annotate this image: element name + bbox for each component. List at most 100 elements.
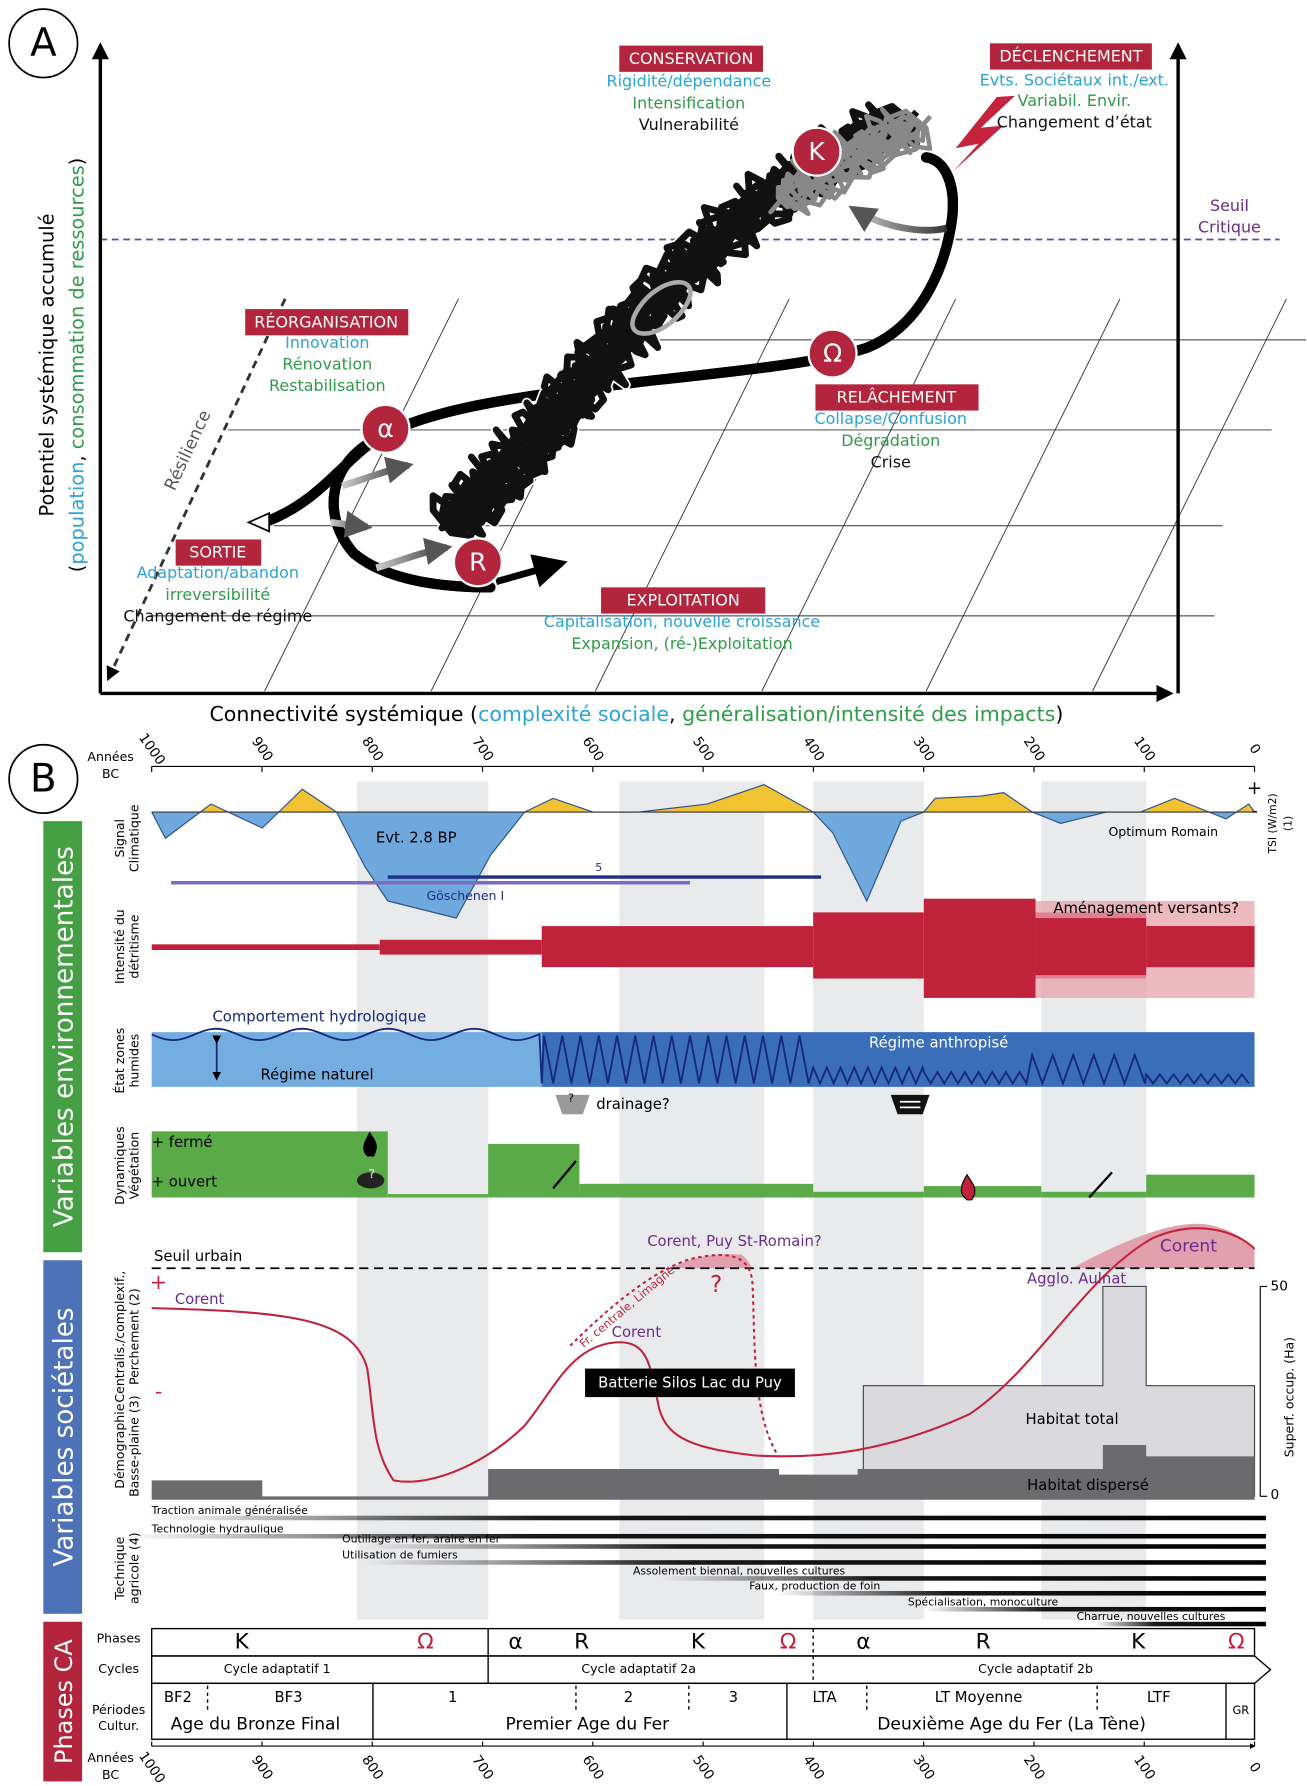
label: généralisation/intensité des impacts xyxy=(682,702,1055,726)
label: LTA xyxy=(812,1689,837,1706)
year-label: 500 xyxy=(689,1752,717,1783)
year-label: 600 xyxy=(579,1752,607,1783)
label: Variables environnementales xyxy=(50,846,80,1227)
shape xyxy=(330,510,373,538)
row-label: Perchement (2) xyxy=(127,1288,142,1385)
label: LTF xyxy=(1147,1689,1171,1706)
label: Age du Bronze Final xyxy=(171,1714,341,1734)
row-label: Démographie xyxy=(112,1403,127,1488)
shape xyxy=(151,1444,1255,1500)
year-label: 1000 xyxy=(135,730,168,768)
label: Intensification xyxy=(632,93,745,112)
label: Corent xyxy=(175,1291,225,1308)
shape xyxy=(619,45,763,72)
shape xyxy=(555,1094,590,1115)
shape xyxy=(106,298,287,682)
label: Crise xyxy=(871,453,911,472)
row-label: Centralis./complexif., xyxy=(112,1271,127,1403)
label: DÉCLENCHEMENT xyxy=(999,47,1142,66)
label: Expansion, (ré-)Exploitation xyxy=(571,634,792,653)
label: Cycles xyxy=(98,1661,139,1676)
year-label: 200 xyxy=(1020,1752,1048,1783)
label: Dégradation xyxy=(841,431,940,450)
shape xyxy=(899,1100,921,1109)
label: 5 xyxy=(595,861,602,874)
group xyxy=(151,1131,1255,1198)
technique-bar xyxy=(125,1533,1266,1539)
label: BC xyxy=(102,1767,119,1782)
label: Cycle adaptatif 1 xyxy=(224,1661,331,1676)
group: Signal Climatique Intensité du détritisme Ét… xyxy=(112,804,142,1604)
label: EXPLOITATION xyxy=(626,591,739,610)
row-label: Climatique xyxy=(127,804,142,872)
shape xyxy=(363,1131,377,1157)
technique-bar xyxy=(923,1606,1266,1612)
label: population xyxy=(65,462,88,565)
year-label: 300 xyxy=(910,734,938,765)
shape xyxy=(495,554,568,588)
label: ) xyxy=(1055,702,1063,726)
label: 2 xyxy=(624,1689,633,1706)
shape xyxy=(379,939,542,955)
shape xyxy=(341,456,414,490)
shape xyxy=(245,309,409,336)
label: Phases xyxy=(97,1630,141,1645)
shape xyxy=(8,8,79,79)
hydrology-line xyxy=(151,1027,1250,1087)
shape xyxy=(175,539,262,566)
group xyxy=(151,1627,1272,1740)
year-label: 100 xyxy=(1130,1752,1158,1783)
label: Cycle adaptatif 2b xyxy=(978,1661,1093,1676)
label: BF3 xyxy=(274,1689,302,1706)
shape xyxy=(8,743,79,815)
label: Changement de régime xyxy=(123,607,312,626)
label: Variables sociétales xyxy=(50,1307,80,1566)
year-label: 700 xyxy=(469,734,497,765)
label: ? xyxy=(568,1091,574,1105)
phase-label: α xyxy=(856,1629,870,1654)
label: Comportement hydrologique xyxy=(212,1008,426,1025)
year-label: 800 xyxy=(358,734,386,765)
label: Années xyxy=(87,749,133,764)
shape xyxy=(552,1160,577,1190)
shape xyxy=(151,1682,1256,1740)
label: Restabilisation xyxy=(269,376,386,395)
group xyxy=(151,1027,1250,1087)
label: Collapse/Confusion xyxy=(814,409,967,428)
label: + xyxy=(1247,778,1262,799)
shape xyxy=(43,821,83,1253)
shape xyxy=(569,1253,779,1456)
year-label: 1000 xyxy=(135,1749,168,1786)
group: Cycle adaptatif 1 Cycle adaptatif 2a Cyc… xyxy=(224,1661,1093,1676)
technique-bar xyxy=(364,1544,1266,1549)
trajectory-late xyxy=(768,107,933,217)
label: , xyxy=(669,702,682,726)
year-label: 900 xyxy=(248,1752,276,1783)
label: - xyxy=(155,1380,162,1404)
label: Phases CA xyxy=(50,1639,78,1764)
shape xyxy=(791,126,842,177)
label: + fermé xyxy=(152,1134,213,1151)
label: , xyxy=(65,449,88,461)
shape xyxy=(264,298,459,692)
label: Optimum Romain xyxy=(1108,824,1218,839)
label: LT Moyenne xyxy=(935,1689,1023,1706)
label: Changement d’état xyxy=(997,113,1152,132)
shape xyxy=(813,1191,924,1198)
shape xyxy=(848,205,948,234)
label: Rigidité/dépendance xyxy=(607,72,772,91)
label: BC xyxy=(102,766,119,781)
label: Corent xyxy=(612,1324,662,1341)
panel-b: B Années BC 1000 900 800 700 600 500 400 300 200… xyxy=(8,730,1296,1786)
label: Périodes xyxy=(92,1702,145,1717)
shape xyxy=(488,1143,580,1198)
label: Aménagement versants? xyxy=(1053,900,1239,917)
group: K Ω α R xyxy=(377,137,842,577)
shape xyxy=(1072,1223,1255,1269)
technique-bar xyxy=(148,1515,1266,1521)
label: Années xyxy=(87,1750,133,1765)
technique-label: Charrue, nouvelles cultures xyxy=(1077,1610,1226,1623)
label: complexité sociale xyxy=(478,702,669,726)
